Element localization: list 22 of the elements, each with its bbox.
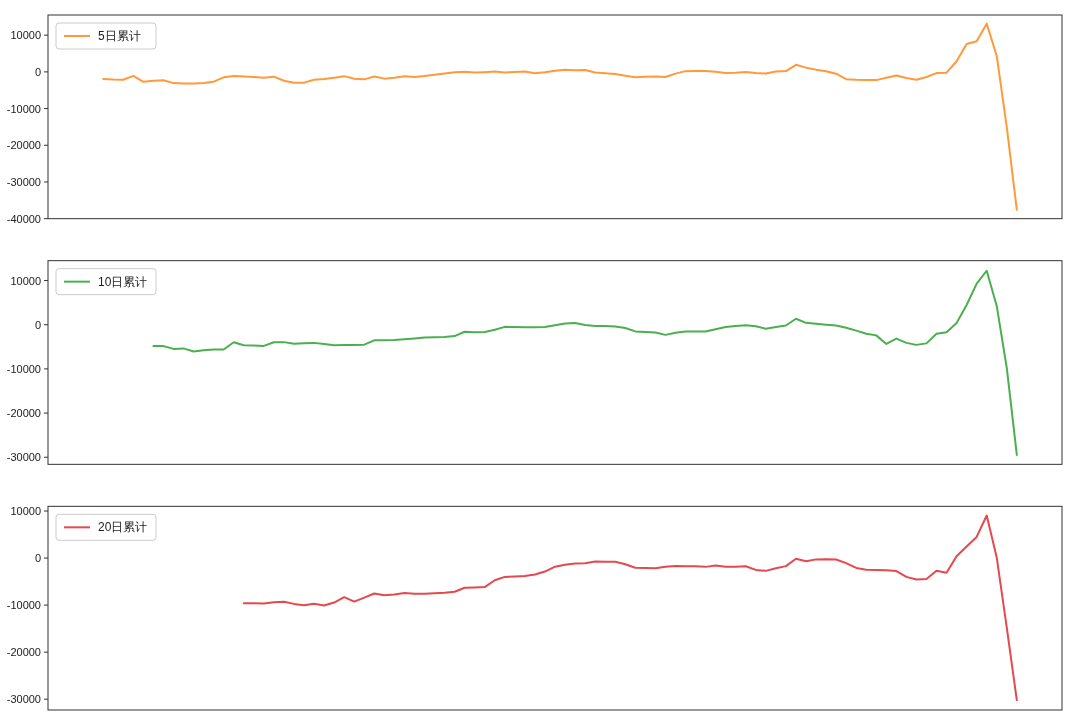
legend-label: 20日累计 xyxy=(98,520,148,535)
y-tick-label: -20000 xyxy=(6,139,41,152)
y-tick-label: 10000 xyxy=(10,274,41,287)
legend: 10日累计 xyxy=(55,268,157,296)
y-tick-label: 0 xyxy=(34,318,41,331)
y-tick-label: -10000 xyxy=(6,362,41,375)
legend: 20日累计 xyxy=(55,513,157,541)
y-tick-label: 0 xyxy=(34,65,41,78)
legend-label: 5日累计 xyxy=(98,29,141,43)
y-tick-label: -40000 xyxy=(6,212,41,225)
y-tick-label: 10000 xyxy=(10,505,41,518)
legend: 5日累计 xyxy=(55,22,157,50)
y-tick-label: -30000 xyxy=(6,451,41,464)
y-tick-label: 10000 xyxy=(10,29,41,42)
legend-label: 10日累计 xyxy=(98,274,148,289)
y-tick-label: -30000 xyxy=(6,175,41,188)
y-tick-label: -30000 xyxy=(6,693,41,706)
y-tick-label: -20000 xyxy=(6,407,41,420)
y-tick-label: -10000 xyxy=(6,599,41,612)
y-tick-label: -10000 xyxy=(6,102,41,115)
y-tick-label: -20000 xyxy=(6,646,41,659)
y-tick-label: 0 xyxy=(34,552,41,565)
